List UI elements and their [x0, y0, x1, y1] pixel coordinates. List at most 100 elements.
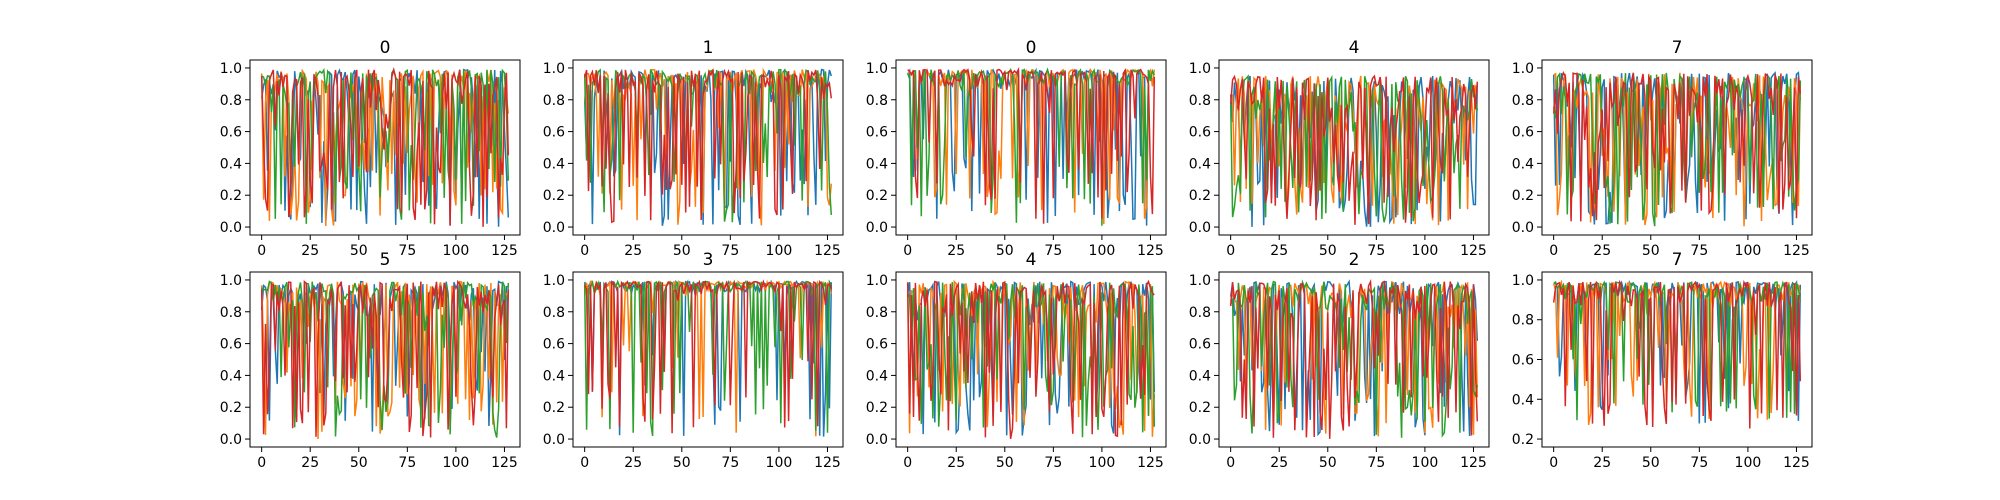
- y-tick-label: 0.2: [866, 188, 888, 204]
- y-tick-label: 0.8: [1512, 313, 1534, 329]
- y-tick-label: 0.8: [543, 305, 565, 321]
- y-tick-label: 1.0: [543, 273, 565, 289]
- y-tick-label: 0.0: [220, 220, 242, 236]
- series-line-3: [583, 279, 832, 437]
- y-tick-label: 0.8: [220, 93, 242, 109]
- subplot-title: 4: [1349, 38, 1360, 58]
- y-tick-label: 0.4: [220, 156, 242, 172]
- x-tick-label: 50: [996, 455, 1014, 471]
- x-tick-label: 25: [301, 243, 319, 259]
- y-tick-label: 1.0: [1189, 61, 1211, 77]
- x-tick-label: 100: [1089, 243, 1116, 259]
- axes-frame: [1541, 59, 1813, 236]
- x-tick-label: 50: [1319, 455, 1337, 471]
- y-tick-label: 0.0: [543, 432, 565, 448]
- x-tick-label: 125: [491, 455, 518, 471]
- x-tick-label: 125: [1137, 455, 1164, 471]
- y-tick-label: 0.0: [866, 220, 888, 236]
- x-tick-label: 75: [1690, 243, 1708, 259]
- series-line-3: [1229, 74, 1479, 223]
- y-tick-label: 0.2: [1189, 400, 1211, 416]
- subplot-9: 0 25 50 75 100 125 0.2 0.4 0.6 0.8 1.0 7: [1512, 250, 1813, 471]
- y-tick-label: 0.0: [1512, 220, 1534, 236]
- subplot-1: 0 25 50 75 100 125 0.0 0.2 0.4 0.6 0.8 1.0 1: [543, 38, 844, 259]
- y-tick-label: 1.0: [866, 61, 888, 77]
- x-tick-label: 50: [1642, 243, 1660, 259]
- x-tick-label: 100: [1412, 455, 1439, 471]
- y-tick-label: 0.2: [866, 400, 888, 416]
- y-tick-label: 0.2: [1512, 432, 1534, 448]
- x-tick-label: 75: [398, 243, 416, 259]
- y-tick-label: 1.0: [1189, 273, 1211, 289]
- y-tick-label: 0.2: [220, 400, 242, 416]
- x-tick-label: 125: [1783, 243, 1810, 259]
- y-tick-label: 0.0: [1189, 432, 1211, 448]
- x-tick-label: 25: [1270, 243, 1288, 259]
- y-tick-label: 0.6: [866, 337, 888, 353]
- subplot-title: 4: [1026, 250, 1037, 270]
- subplot-0: 0 25 50 75 100 125 0.0 0.2 0.4 0.6 0.8 1.0 0: [220, 38, 521, 259]
- y-tick-label: 0.4: [1512, 156, 1534, 172]
- y-tick-label: 0.6: [1189, 125, 1211, 141]
- x-tick-label: 75: [1367, 243, 1385, 259]
- x-tick-label: 100: [1735, 455, 1762, 471]
- series-line-4: [1552, 279, 1802, 429]
- y-tick-label: 1.0: [1512, 273, 1534, 289]
- y-tick-label: 0.4: [1189, 368, 1211, 384]
- x-tick-label: 0: [257, 243, 266, 259]
- x-tick-label: 0: [580, 455, 589, 471]
- subplot-3: 0 25 50 75 100 125 0.0 0.2 0.4 0.6 0.8 1.0 4: [1189, 38, 1490, 259]
- x-tick-label: 100: [1412, 243, 1439, 259]
- y-tick-label: 0.2: [1512, 188, 1534, 204]
- y-tick-label: 0.4: [1512, 392, 1534, 408]
- x-tick-label: 100: [443, 243, 470, 259]
- x-tick-label: 125: [1460, 243, 1487, 259]
- x-tick-label: 0: [580, 243, 589, 259]
- y-tick-label: 0.4: [866, 368, 888, 384]
- y-tick-label: 0.2: [543, 188, 565, 204]
- x-tick-label: 50: [350, 455, 368, 471]
- x-tick-label: 25: [947, 243, 965, 259]
- axes-frame: [895, 271, 1167, 448]
- x-tick-label: 0: [1549, 455, 1558, 471]
- y-tick-label: 0.0: [1189, 220, 1211, 236]
- subplot-7: 0 25 50 75 100 125 0.0 0.2 0.4 0.6 0.8 1.0 4: [866, 250, 1167, 471]
- x-tick-label: 0: [1226, 243, 1235, 259]
- y-tick-label: 0.4: [543, 368, 565, 384]
- y-tick-label: 0.6: [1512, 125, 1534, 141]
- subplot-2: 0 25 50 75 100 125 0.0 0.2 0.4 0.6 0.8 1.0 0: [866, 38, 1167, 259]
- x-tick-label: 125: [814, 243, 841, 259]
- y-tick-label: 0.2: [220, 188, 242, 204]
- x-tick-label: 25: [624, 455, 642, 471]
- y-tick-label: 0.8: [866, 305, 888, 321]
- y-tick-label: 1.0: [866, 273, 888, 289]
- y-tick-label: 0.6: [220, 337, 242, 353]
- x-tick-label: 25: [947, 455, 965, 471]
- series-line-4: [906, 279, 1155, 440]
- subplot-8: 0 25 50 75 100 125 0.0 0.2 0.4 0.6 0.8 1.0 2: [1189, 250, 1490, 471]
- series-line-4: [583, 68, 833, 224]
- x-tick-label: 25: [1593, 243, 1611, 259]
- y-tick-label: 0.8: [220, 305, 242, 321]
- y-tick-label: 0.6: [1512, 353, 1534, 369]
- x-tick-label: 75: [1690, 455, 1708, 471]
- axes-frame: [895, 59, 1167, 236]
- x-tick-label: 100: [1089, 455, 1116, 471]
- subplot-title: 3: [703, 250, 714, 270]
- axes-frame: [1218, 59, 1490, 236]
- x-tick-label: 25: [301, 455, 319, 471]
- x-tick-label: 75: [1044, 243, 1062, 259]
- x-tick-label: 50: [673, 455, 691, 471]
- subplot-title: 0: [1026, 38, 1037, 58]
- x-tick-label: 0: [1549, 243, 1558, 259]
- series-line-4: [260, 67, 510, 227]
- y-tick-label: 0.2: [1189, 188, 1211, 204]
- subplot-title: 0: [380, 38, 391, 58]
- x-tick-label: 50: [350, 243, 368, 259]
- x-tick-label: 125: [1460, 455, 1487, 471]
- x-tick-label: 75: [721, 243, 739, 259]
- x-tick-label: 75: [398, 455, 416, 471]
- y-tick-label: 0.4: [866, 156, 888, 172]
- y-tick-label: 1.0: [220, 273, 242, 289]
